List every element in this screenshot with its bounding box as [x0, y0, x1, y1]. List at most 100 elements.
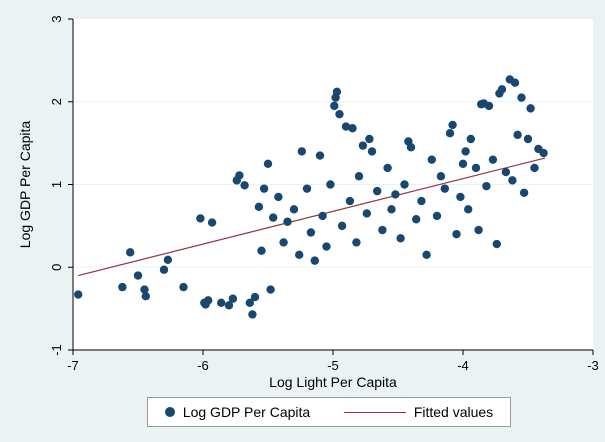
data-point: [224, 301, 234, 310]
y-tick-label: 3: [49, 15, 64, 22]
data-point: [422, 250, 431, 260]
data-point: [257, 246, 266, 255]
data-point: [464, 205, 473, 214]
data-point: [295, 250, 304, 260]
data-point: [315, 151, 325, 160]
data-point: [250, 292, 260, 302]
legend-label-points: Log GDP Per Capita: [182, 404, 311, 420]
x-tick-label: -5: [327, 358, 339, 373]
data-point: [159, 265, 169, 274]
data-point: [207, 218, 217, 227]
legend-dot-icon: [164, 407, 175, 417]
data-point: [217, 298, 226, 308]
data-point: [466, 134, 475, 144]
data-point: [326, 180, 335, 189]
data-point: [513, 130, 522, 140]
data-point: [332, 87, 342, 97]
data-point: [440, 184, 449, 193]
fitted-line-group: [78, 157, 546, 277]
data-point: [259, 184, 269, 193]
legend-label-fit: Fitted values: [413, 404, 494, 420]
fitted-line: [78, 157, 546, 277]
data-point: [269, 213, 278, 222]
data-point: [322, 242, 331, 251]
data-point: [474, 225, 483, 235]
axes: -1 0 1 2 3 -7 -6 -5 -4 -3: [49, 15, 599, 373]
data-point: [358, 141, 368, 150]
data-point: [391, 190, 400, 199]
data-point: [526, 104, 535, 113]
data-point: [118, 282, 127, 292]
data-point: [204, 296, 213, 305]
data-point: [436, 172, 446, 181]
data-point: [74, 290, 83, 299]
data-point: [458, 159, 468, 169]
data-point: [482, 181, 491, 191]
data-point: [530, 163, 539, 173]
data-point: [141, 292, 150, 301]
data-point: [133, 271, 143, 280]
data-point: [427, 155, 436, 164]
data-point: [539, 148, 548, 158]
data-point: [387, 205, 396, 214]
data-point: [362, 209, 371, 218]
data-point: [452, 229, 461, 239]
data-point: [228, 294, 238, 303]
data-point: [412, 215, 421, 224]
data-point: [432, 211, 442, 221]
data-point: [335, 109, 344, 119]
data-point: [519, 188, 529, 197]
y-axis-title: Log GDP Per Capita: [17, 121, 33, 249]
legend-line-icon: [343, 411, 406, 413]
data-point: [406, 143, 416, 152]
data-point: [341, 122, 351, 131]
data-point: [240, 181, 249, 190]
data-point: [501, 167, 511, 177]
data-point: [448, 120, 457, 130]
legend: Log GDP Per Capita Fitted values: [147, 397, 511, 427]
data-point: [306, 228, 316, 237]
data-point: [354, 172, 364, 181]
data-point: [196, 214, 205, 223]
data-point: [365, 134, 374, 144]
data-point: [179, 282, 188, 292]
data-point: [367, 147, 377, 156]
data-point: [523, 134, 533, 144]
data-point: [488, 155, 498, 164]
data-point: [254, 202, 264, 212]
data-point: [373, 186, 382, 196]
data-point: [279, 238, 288, 247]
data-point: [383, 163, 392, 173]
data-point: [497, 85, 507, 94]
data-point: [248, 310, 257, 319]
data-point: [337, 221, 347, 231]
data-point: [289, 205, 299, 214]
x-tick-label: -6: [197, 358, 209, 373]
data-point: [345, 196, 355, 206]
y-tick-label: 1: [49, 181, 64, 188]
data-point: [471, 163, 481, 173]
y-tick-label: 2: [49, 98, 64, 105]
x-tick-label: -7: [67, 358, 79, 373]
data-point: [445, 128, 455, 138]
data-point: [492, 239, 501, 249]
data-point: [266, 285, 275, 294]
data-point: [163, 255, 173, 265]
data-point: [510, 78, 520, 87]
data-point: [297, 147, 306, 156]
data-point: [461, 147, 470, 156]
data-point: [318, 211, 327, 221]
data-point: [400, 180, 409, 189]
data-point: [517, 93, 526, 102]
legend-entry-points: Log GDP Per Capita: [164, 404, 311, 420]
data-point: [396, 234, 405, 243]
data-point: [330, 101, 339, 111]
legend-entry-fit: Fitted values: [343, 404, 494, 420]
data-point: [235, 171, 244, 180]
data-point: [245, 298, 254, 308]
data-point: [456, 192, 465, 202]
data-point: [283, 217, 292, 226]
x-tick-label: -4: [457, 358, 469, 373]
data-point: [508, 176, 517, 185]
